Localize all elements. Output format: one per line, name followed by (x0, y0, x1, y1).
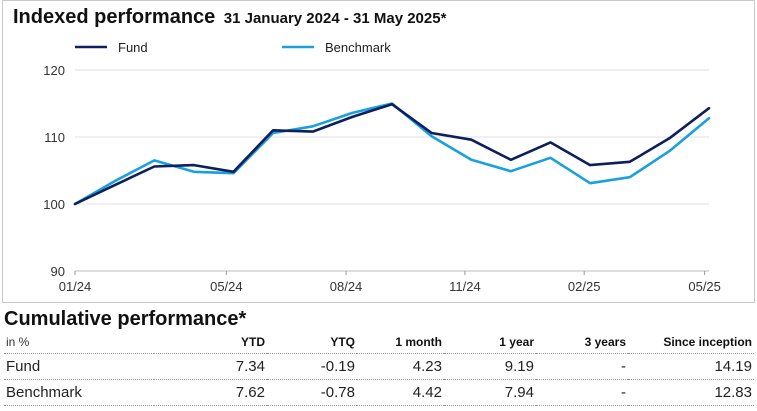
table-cell: - (621, 358, 626, 375)
x-tick-label: 02/25 (568, 279, 601, 294)
chart-subtitle: 31 January 2024 - 31 May 2025* (223, 10, 447, 27)
chart-title-block: Indexed performance 31 January 2024 - 31… (13, 6, 446, 29)
table-cell: 12.83 (714, 384, 752, 401)
y-tick-label: 100 (43, 197, 65, 212)
x-tick-label: 05/24 (210, 279, 243, 294)
table-header-row: in % YTD YTQ 1 month 1 year 3 years Sinc… (4, 332, 754, 354)
table-cell: -0.78 (320, 384, 355, 401)
unit-label: in % (6, 335, 30, 349)
column-header: 3 years (584, 335, 626, 349)
table-row: Fund 7.34 -0.19 4.23 9.19 - 14.19 (4, 354, 754, 380)
table-cell: 4.42 (412, 384, 442, 401)
cumulative-performance-title: Cumulative performance* (4, 308, 247, 330)
series-line-fund (73, 102, 711, 206)
table-row: Benchmark 7.62 -0.78 4.42 7.94 - 12.83 (4, 380, 754, 406)
table-cell: -0.19 (320, 358, 355, 375)
row-label: Benchmark (6, 384, 82, 401)
column-header: YTD (241, 335, 265, 349)
column-header: Since inception (663, 335, 752, 349)
table-cell: 7.62 (235, 384, 265, 401)
x-tick-label: 05/25 (688, 279, 721, 294)
indexed-performance-chart: 90 100 110 120 01/24 05/24 08/24 11/24 02/25 05/2… (43, 40, 721, 294)
legend-label-fund: Fund (118, 40, 148, 55)
table-cell: 14.19 (714, 358, 752, 375)
table-cell: 9.19 (504, 358, 534, 375)
x-tick-label: 08/24 (330, 279, 363, 294)
cumulative-performance-table: in % YTD YTQ 1 month 1 year 3 years Sinc… (4, 332, 754, 406)
table-cell: 4.23 (412, 358, 442, 375)
row-label: Fund (6, 358, 41, 375)
y-tick-label: 110 (44, 130, 65, 145)
table-cell: 7.94 (504, 384, 534, 401)
table-cell: 7.34 (235, 358, 265, 375)
column-header: 1 year (499, 335, 534, 349)
chart-panel: 90 100 110 120 01/24 05/24 08/24 11/24 02/25 05/2… (2, 0, 755, 303)
series-line-benchmark (73, 102, 711, 206)
y-tick-label: 90 (51, 264, 65, 279)
y-tick-label: 120 (43, 63, 65, 78)
x-tick-label: 11/24 (449, 279, 481, 294)
x-tick-label: 01/24 (59, 279, 92, 294)
chart-title: Indexed performance (13, 6, 216, 28)
legend-label-benchmark: Benchmark (325, 40, 391, 55)
column-header: YTQ (330, 335, 355, 349)
column-header: 1 month (395, 335, 442, 349)
table-cell: - (621, 384, 626, 401)
